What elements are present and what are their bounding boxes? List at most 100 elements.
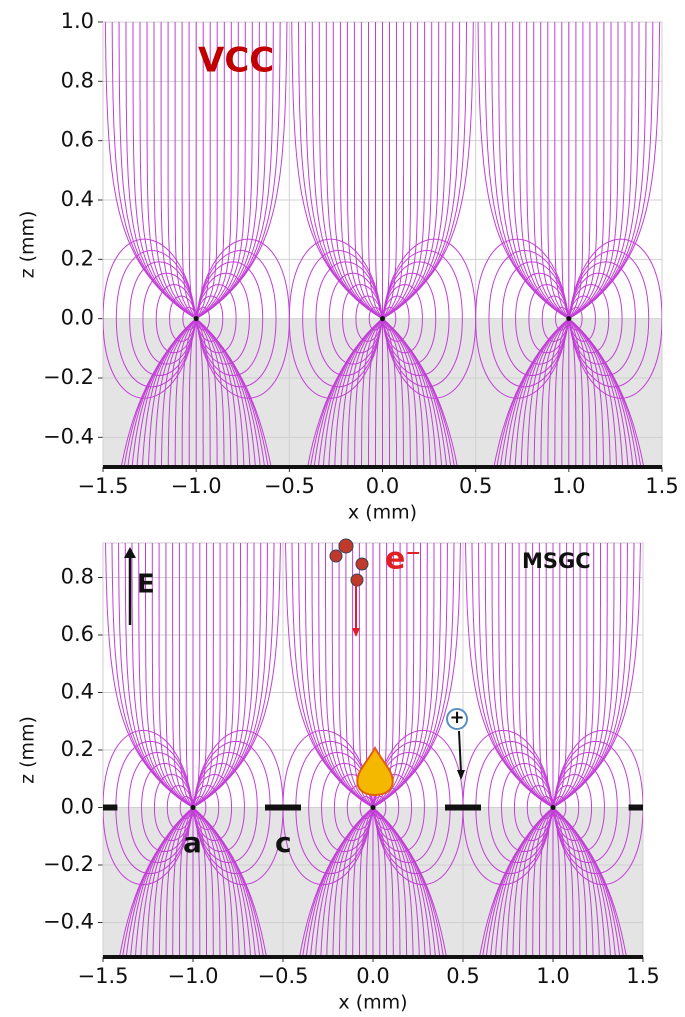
field-lobe	[372, 807, 425, 852]
field-lobe	[115, 807, 194, 875]
field-lobe	[462, 807, 554, 885]
field-line	[365, 807, 374, 957]
field-line	[354, 318, 383, 467]
field-lobe	[295, 807, 374, 875]
field-line	[372, 807, 394, 957]
field-line	[372, 807, 408, 957]
field-lobe	[141, 763, 194, 808]
field-line	[382, 318, 431, 467]
field-line	[568, 22, 605, 320]
field-lobe	[328, 272, 383, 319]
field-lobe	[382, 238, 477, 319]
field-lobe	[195, 249, 277, 319]
x-tick-label: 0.0	[356, 964, 389, 988]
field-lobe	[488, 318, 570, 388]
field-line	[552, 807, 594, 957]
field-line	[568, 318, 591, 467]
field-line	[195, 318, 245, 467]
field-lobe	[488, 807, 554, 863]
field-line	[345, 543, 374, 808]
field-line	[552, 543, 608, 808]
field-line	[484, 543, 554, 808]
field-lobe	[475, 318, 570, 399]
y-tick-label: −0.4	[43, 910, 94, 934]
field-line	[382, 318, 458, 467]
field-line	[554, 22, 570, 319]
field-line	[139, 22, 197, 320]
electron-arrowhead	[352, 628, 360, 637]
field-line	[532, 807, 554, 957]
field-lobe	[195, 318, 277, 388]
field-line	[382, 22, 447, 320]
field-line	[512, 22, 570, 320]
field-line	[154, 318, 197, 467]
y-tick-label: 0.4	[61, 680, 94, 704]
field-line	[533, 318, 570, 467]
field-line	[514, 318, 570, 467]
vcc-label: VCC	[198, 41, 274, 81]
field-line	[382, 318, 404, 467]
field-line	[568, 22, 598, 320]
field-line	[526, 22, 570, 320]
field-line	[192, 807, 201, 957]
field-line	[525, 807, 554, 957]
y-axis-label: z (mm)	[17, 716, 39, 784]
field-line	[140, 807, 194, 957]
ion	[446, 708, 468, 730]
field-line	[192, 807, 267, 957]
field-lobe	[115, 318, 197, 388]
field-line	[491, 543, 554, 808]
y-tick-label: −0.4	[43, 424, 94, 448]
field-line	[518, 807, 554, 957]
field-line	[141, 318, 197, 467]
field-line	[185, 543, 194, 808]
field-line	[568, 22, 633, 320]
field-line	[125, 22, 197, 320]
field-lobe	[321, 807, 374, 852]
field-line	[152, 807, 194, 957]
field-line	[195, 22, 267, 320]
field-line	[353, 22, 383, 320]
y-tick-label: 1.0	[61, 9, 94, 33]
field-lobe	[195, 318, 290, 399]
field-lobe	[103, 807, 194, 885]
field-line	[111, 22, 197, 320]
field-line	[195, 22, 211, 319]
x-tick-label: −0.5	[264, 474, 315, 498]
field-lines	[103, 543, 643, 957]
y-tick-label: 0.6	[61, 128, 94, 152]
field-line	[382, 22, 412, 320]
field-lobe	[288, 318, 383, 399]
field-line	[491, 22, 570, 320]
field-lobe	[382, 318, 437, 365]
field-lobe	[568, 318, 662, 399]
field-line	[325, 22, 383, 320]
field-line	[568, 22, 612, 320]
field-line	[192, 807, 228, 957]
field-line	[340, 318, 383, 467]
field-line	[382, 318, 425, 467]
field-line	[540, 22, 570, 320]
field-line	[382, 22, 390, 319]
field-lobe	[302, 318, 383, 388]
avalanche	[356, 745, 394, 796]
field-lobe	[115, 740, 194, 808]
field-line	[192, 807, 234, 957]
field-line	[568, 22, 654, 320]
field-lobe	[568, 238, 662, 319]
field-line	[568, 22, 577, 319]
field-line	[372, 543, 401, 808]
y-tick-label: 0.0	[61, 306, 94, 330]
field-line	[147, 318, 197, 467]
field-line	[552, 543, 561, 808]
field-line	[195, 22, 218, 320]
field-line	[352, 807, 374, 957]
field-lobe	[103, 318, 197, 399]
field-line	[372, 807, 381, 957]
field-line	[525, 543, 554, 808]
field-line	[192, 543, 214, 808]
field-lobe	[488, 249, 570, 319]
field-lobe	[501, 763, 554, 808]
field-line	[552, 807, 561, 957]
field-line	[498, 22, 570, 320]
